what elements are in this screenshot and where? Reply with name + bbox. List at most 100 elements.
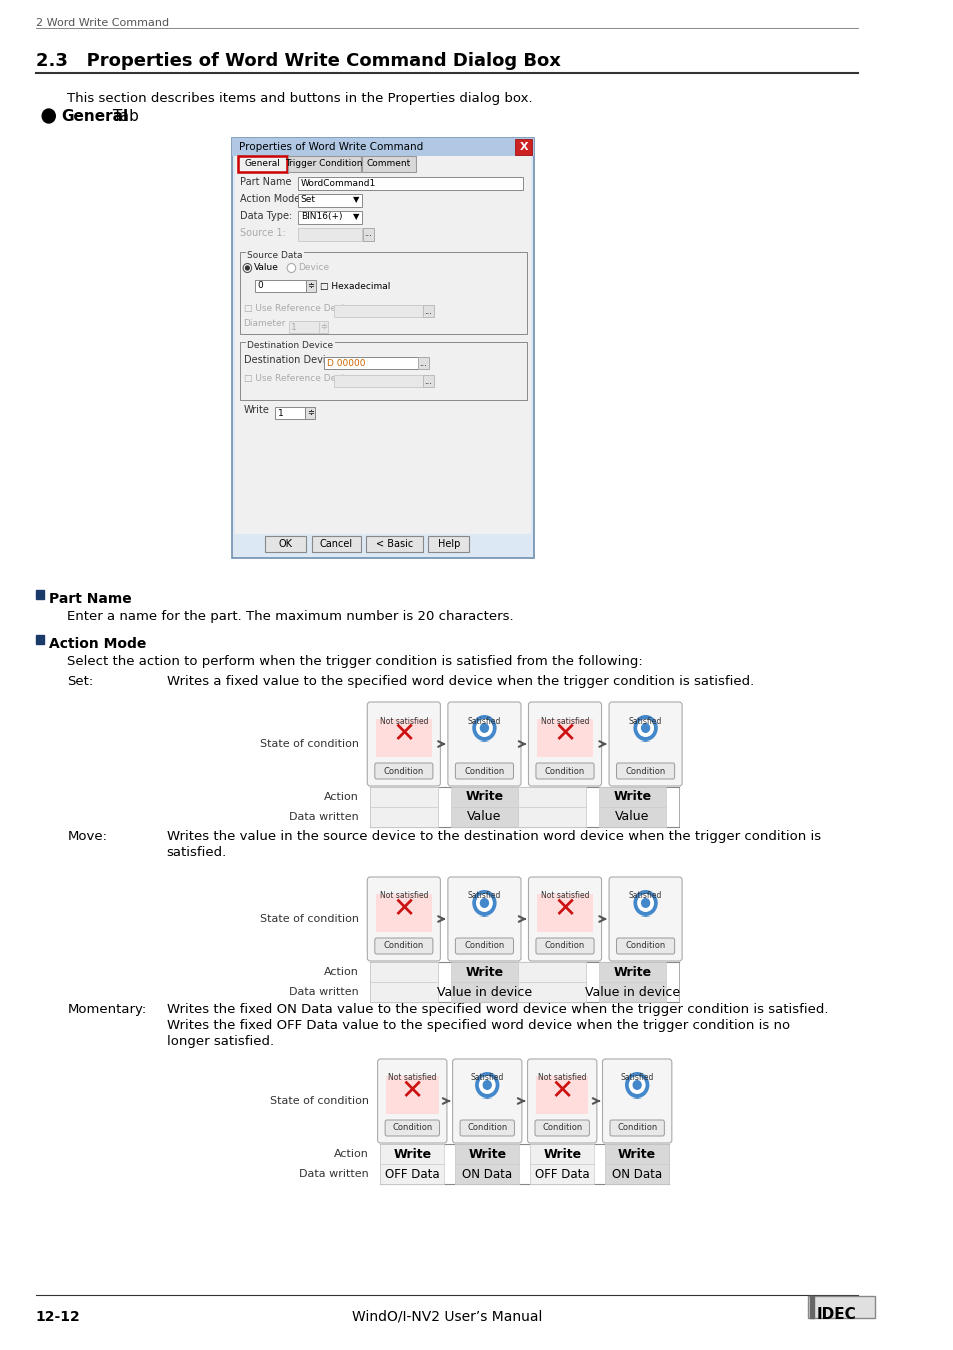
FancyBboxPatch shape <box>428 536 469 552</box>
Bar <box>35 590 44 599</box>
Text: ON Data: ON Data <box>461 1168 512 1180</box>
Text: Writes the fixed ON Data value to the specified word device when the trigger con: Writes the fixed ON Data value to the sp… <box>167 1003 827 1017</box>
Text: Part Name: Part Name <box>49 593 132 606</box>
Text: Data written: Data written <box>289 987 358 998</box>
Text: 1: 1 <box>278 409 284 417</box>
FancyBboxPatch shape <box>380 1143 444 1164</box>
Text: Condition: Condition <box>544 941 584 950</box>
Text: Value: Value <box>467 810 501 824</box>
Circle shape <box>478 1076 496 1094</box>
FancyBboxPatch shape <box>367 878 440 961</box>
FancyBboxPatch shape <box>536 1076 588 1114</box>
Text: WordCommand1: WordCommand1 <box>300 178 375 188</box>
Text: Write: Write <box>613 791 651 803</box>
Text: Write: Write <box>243 405 269 414</box>
FancyBboxPatch shape <box>377 1058 447 1143</box>
FancyBboxPatch shape <box>324 356 417 369</box>
FancyBboxPatch shape <box>535 1120 589 1135</box>
Text: Satisfied: Satisfied <box>470 1073 503 1083</box>
Text: ...: ... <box>419 359 427 367</box>
Text: Condition: Condition <box>392 1123 432 1133</box>
Text: 2.3   Properties of Word Write Command Dialog Box: 2.3 Properties of Word Write Command Dia… <box>35 53 560 70</box>
Text: Tab: Tab <box>108 109 138 124</box>
FancyBboxPatch shape <box>608 702 681 786</box>
FancyBboxPatch shape <box>455 1143 518 1164</box>
Text: ✕: ✕ <box>553 895 576 923</box>
Text: Cancel: Cancel <box>319 539 353 549</box>
Text: Condition: Condition <box>541 1123 581 1133</box>
FancyBboxPatch shape <box>616 938 674 954</box>
Text: Diameter: Diameter <box>243 320 286 328</box>
FancyBboxPatch shape <box>537 894 593 931</box>
FancyBboxPatch shape <box>515 139 532 155</box>
FancyBboxPatch shape <box>380 1164 444 1184</box>
FancyBboxPatch shape <box>537 720 593 757</box>
Text: Write: Write <box>393 1148 431 1161</box>
Text: □ Hexadecimal: □ Hexadecimal <box>319 282 390 290</box>
Text: X: X <box>519 142 528 153</box>
FancyBboxPatch shape <box>275 406 305 418</box>
Text: Not satisfied: Not satisfied <box>379 891 428 900</box>
Text: ...: ... <box>364 230 372 239</box>
Text: Condition: Condition <box>617 1123 657 1133</box>
Text: Device: Device <box>297 263 329 273</box>
Text: Data written: Data written <box>289 811 358 822</box>
FancyBboxPatch shape <box>265 536 306 552</box>
FancyBboxPatch shape <box>375 894 432 931</box>
Text: Write: Write <box>468 1148 506 1161</box>
FancyBboxPatch shape <box>375 938 433 954</box>
Text: Not satisfied: Not satisfied <box>388 1073 436 1083</box>
Text: Action: Action <box>324 967 358 977</box>
FancyBboxPatch shape <box>608 878 681 961</box>
Text: ✕: ✕ <box>400 1077 423 1106</box>
FancyBboxPatch shape <box>235 142 531 535</box>
FancyBboxPatch shape <box>370 807 437 828</box>
Text: ...: ... <box>424 306 432 316</box>
FancyBboxPatch shape <box>334 375 422 387</box>
FancyBboxPatch shape <box>598 963 665 981</box>
Text: Write: Write <box>465 791 503 803</box>
FancyBboxPatch shape <box>455 763 513 779</box>
FancyBboxPatch shape <box>422 375 434 387</box>
Circle shape <box>479 898 489 909</box>
FancyBboxPatch shape <box>536 938 594 954</box>
Circle shape <box>633 890 657 917</box>
FancyBboxPatch shape <box>455 1164 518 1184</box>
Text: □ Use Reference Device: □ Use Reference Device <box>243 374 355 382</box>
Text: D 00000: D 00000 <box>327 359 365 367</box>
Text: Not satisfied: Not satisfied <box>540 717 589 725</box>
FancyBboxPatch shape <box>297 228 361 242</box>
FancyBboxPatch shape <box>370 787 437 807</box>
FancyBboxPatch shape <box>602 1058 671 1143</box>
FancyBboxPatch shape <box>807 1296 874 1318</box>
Text: Condition: Condition <box>383 767 423 775</box>
Circle shape <box>42 109 55 123</box>
Circle shape <box>628 1076 645 1094</box>
Circle shape <box>245 266 249 270</box>
Text: Enter a name for the part. The maximum number is 20 characters.: Enter a name for the part. The maximum n… <box>68 610 514 622</box>
Text: Action: Action <box>324 792 358 802</box>
FancyBboxPatch shape <box>450 981 517 1002</box>
FancyBboxPatch shape <box>289 321 318 333</box>
Text: BIN16(+): BIN16(+) <box>300 212 342 221</box>
FancyBboxPatch shape <box>362 228 374 242</box>
FancyBboxPatch shape <box>450 963 517 981</box>
Circle shape <box>624 1072 649 1098</box>
FancyBboxPatch shape <box>609 1120 663 1135</box>
Text: Write: Write <box>465 965 503 979</box>
FancyBboxPatch shape <box>375 720 432 757</box>
Text: ✕: ✕ <box>392 720 416 748</box>
Text: Not satisfied: Not satisfied <box>537 1073 586 1083</box>
FancyBboxPatch shape <box>447 878 520 961</box>
Text: Not satisfied: Not satisfied <box>540 891 589 900</box>
Text: Trigger Condition: Trigger Condition <box>285 159 362 169</box>
Text: Satisfied: Satisfied <box>467 891 500 900</box>
Text: Writes the value in the source device to the destination word device when the tr: Writes the value in the source device to… <box>167 830 820 842</box>
Text: ▼: ▼ <box>353 196 359 204</box>
Text: 12-12: 12-12 <box>35 1310 80 1324</box>
Circle shape <box>476 894 493 913</box>
Text: ✕: ✕ <box>553 720 576 748</box>
FancyBboxPatch shape <box>452 1058 521 1143</box>
FancyBboxPatch shape <box>312 536 360 552</box>
FancyBboxPatch shape <box>459 1120 514 1135</box>
